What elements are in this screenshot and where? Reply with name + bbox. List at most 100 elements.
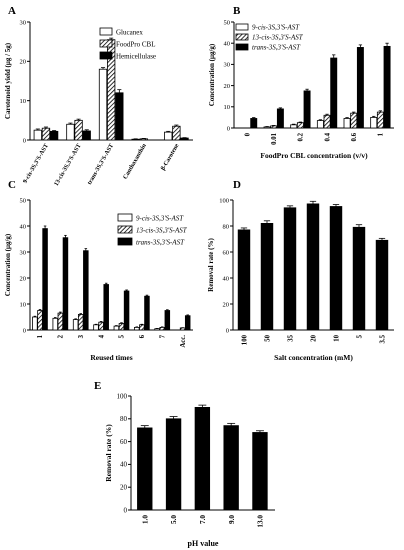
x-tick-label: 1: [378, 132, 385, 136]
bar: [66, 123, 75, 141]
y-tick-label: 20: [20, 275, 27, 282]
legend-label: FoodPro CBL: [116, 41, 155, 49]
y-tick-label: 30: [20, 249, 27, 256]
y-tick-label: 80: [223, 223, 230, 230]
bar: [296, 122, 304, 129]
y-tick-label: 80: [120, 415, 128, 423]
y-tick-label: 40: [20, 223, 27, 230]
bar: [159, 326, 165, 331]
legend-swatch: [117, 213, 133, 222]
y-axis-title: Removal rate (%): [207, 238, 215, 292]
legend-label: Glucanex: [116, 29, 143, 37]
bar: [250, 118, 258, 129]
legend-swatch: [235, 43, 249, 51]
bar: [252, 432, 268, 511]
y-tick-label: 10: [20, 98, 27, 105]
y-tick-label: 20: [224, 83, 231, 90]
bar: [139, 138, 148, 141]
panel-letter: A: [8, 5, 16, 17]
bar: [52, 317, 59, 331]
bar: [263, 126, 271, 129]
x-tick-label: 9-cis-3S,3'S-AST: [22, 142, 51, 185]
x-tick-label: 1.0: [141, 515, 149, 524]
legend-label: trans-3S,3'S-AST: [252, 44, 301, 52]
bar: [113, 325, 120, 331]
x-tick-label: 35: [288, 334, 295, 341]
bar: [42, 228, 48, 331]
legend-swatch: [99, 27, 113, 36]
bar: [303, 90, 311, 129]
x-tick-label: 7: [159, 334, 166, 338]
panel-b: B 0 10 20 30 40 50 Concentration (μg/g) 0 0.01 0.2…: [208, 5, 394, 160]
bar: [165, 418, 182, 511]
bar: [41, 127, 51, 141]
y-tick-label: 40: [224, 41, 231, 48]
bar: [356, 47, 364, 129]
bar: [179, 327, 186, 331]
x-tick-label: 10: [334, 334, 341, 341]
bar: [49, 130, 59, 141]
y-tick-label: 10: [224, 104, 231, 111]
bar: [131, 138, 140, 141]
y-tick-label: 50: [224, 19, 231, 26]
y-tick-label: 100: [219, 197, 229, 204]
y-axis-title: Carotenoid yield (μg / 5g): [4, 42, 12, 119]
y-tick-label: 30: [20, 19, 27, 26]
y-tick-label: 20: [223, 301, 230, 308]
x-axis-title: Reused times: [90, 353, 132, 362]
x-tick-label: 4: [98, 334, 105, 338]
x-tick-label: 13-cis-3S,3'S-AST: [53, 142, 83, 187]
bar: [352, 226, 366, 331]
y-tick-label: 60: [120, 438, 128, 446]
bar: [57, 312, 64, 331]
x-axis-title: Salt concentration (mM): [274, 353, 353, 362]
bar: [270, 125, 278, 129]
bar: [137, 427, 153, 511]
x-tick-label: 9.0: [228, 515, 236, 524]
bar: [330, 57, 338, 129]
y-tick-label: 40: [223, 275, 230, 282]
y-tick-label: 0: [226, 327, 229, 334]
bar: [37, 310, 43, 331]
y-axis-title: Concentration (μg/g): [4, 233, 12, 296]
x-tick-label: 7.0: [199, 515, 207, 524]
y-tick-label: 0: [23, 327, 26, 334]
bar: [323, 114, 331, 129]
bar: [164, 131, 173, 141]
x-tick-label: 100: [242, 334, 249, 345]
legend-swatch: [117, 225, 133, 234]
x-tick-label: 6: [139, 334, 146, 338]
legend-label: trans-3S,3'S-AST: [136, 239, 185, 247]
panel-a: A 0 10 20 30 Carotenoid yield (μg / 5g) 9-cis-…: [4, 5, 193, 187]
x-tick-label: 0.4: [324, 132, 331, 141]
x-tick-label: 0.2: [298, 132, 305, 141]
legend: Glucanex FoodPro CBL Hemicellulase: [99, 27, 156, 61]
panel-letter: E: [94, 380, 101, 392]
bar: [283, 207, 297, 331]
bar: [237, 229, 251, 331]
x-tick-label: 3: [78, 334, 85, 338]
legend-swatch: [235, 33, 249, 41]
bar: [276, 108, 284, 129]
bar: [32, 316, 38, 331]
bar: [290, 124, 298, 129]
x-tick-label: 13.0: [257, 515, 265, 528]
bar: [343, 118, 351, 129]
y-tick-label: 20: [20, 59, 27, 66]
legend: 9-cis-3S,3'S-AST 13-cis-3S,3'S-AST trans-3…: [117, 213, 188, 247]
y-tick-label: 40: [120, 461, 128, 469]
panel-d: D 0 20 40 60 80 100 Removal rate (%) 100 50 35 20 10…: [207, 179, 394, 362]
bar: [172, 125, 181, 141]
bar: [316, 120, 324, 129]
legend-swatch: [99, 51, 113, 60]
bar: [118, 323, 125, 331]
bar: [82, 130, 91, 141]
x-tick-label: 5: [119, 334, 126, 338]
legend-swatch: [99, 39, 113, 48]
x-tick-label: 2: [58, 334, 65, 338]
y-tick-label: 0: [227, 125, 230, 132]
legend: 9-cis-3S,3'S-AST 13-cis-3S,3'S-AST trans-3…: [235, 24, 304, 52]
x-tick-label: trans-3S,3'S-AST: [86, 142, 116, 186]
panel-letter: D: [233, 179, 241, 191]
